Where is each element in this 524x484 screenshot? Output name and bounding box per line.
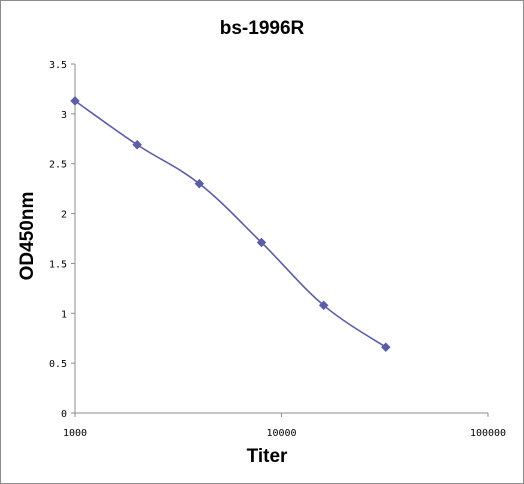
data-series [70,96,391,353]
data-point-marker [256,237,267,248]
x-axis-label: Titer [246,446,288,467]
y-ticks: 0 0.5 1 1.5 2 2.5 3 3.5 [49,60,75,420]
y-tick-label: 2 [61,210,67,221]
x-tick-label: 1000 [63,428,87,439]
y-tick-label: 1 [61,309,67,320]
y-tick-label: 0 [61,409,67,420]
data-point-marker [70,96,80,106]
data-point-marker [132,139,143,150]
data-point-marker [380,342,391,353]
y-tick-label: 3 [61,110,67,121]
x-tick-label: 100000 [470,428,506,439]
chart-title: bs-1996R [219,18,305,39]
y-tick-label: 2.5 [49,160,67,171]
x-tick-label: 10000 [266,428,296,439]
series-line [74,100,387,348]
y-tick-label: 0.5 [49,359,67,370]
data-point-marker [194,178,205,189]
data-point-marker [318,300,329,311]
y-tick-label: 1.5 [49,259,67,270]
x-ticks: 1000 10000 100000 [63,413,506,439]
axes [74,64,488,414]
y-tick-label: 3.5 [49,60,67,71]
